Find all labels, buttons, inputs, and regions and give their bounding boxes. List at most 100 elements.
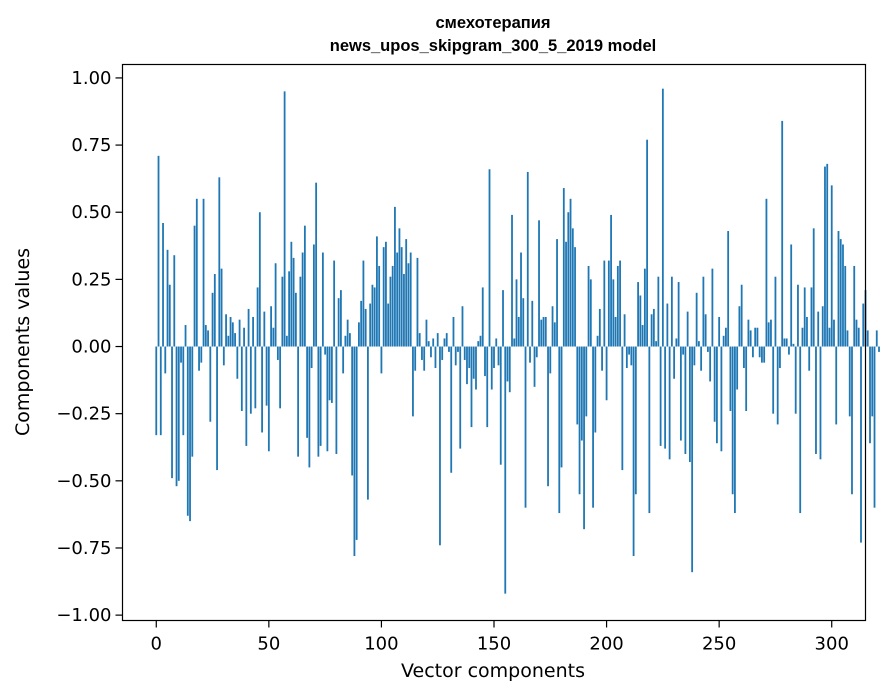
bar — [583, 346, 585, 530]
bar — [175, 346, 178, 487]
plot-frame — [121, 63, 867, 622]
bar — [619, 260, 621, 347]
bar — [195, 198, 198, 347]
bar — [454, 346, 457, 366]
bar — [797, 284, 799, 347]
bar — [378, 265, 381, 347]
bar — [657, 276, 660, 347]
bar — [830, 185, 833, 347]
bar — [382, 247, 385, 347]
bar — [157, 155, 160, 347]
bar — [565, 241, 567, 347]
bar — [799, 346, 802, 514]
bar — [283, 91, 286, 347]
bar — [720, 346, 723, 452]
x-tick-label: 250 — [702, 634, 736, 655]
x-tick-label: 150 — [477, 634, 511, 655]
bar — [466, 346, 468, 385]
bar — [736, 346, 739, 390]
bar — [333, 260, 336, 347]
bar — [207, 330, 209, 347]
bar — [301, 252, 304, 347]
bar — [321, 252, 324, 347]
y-tick-label: −1.00 — [56, 605, 111, 626]
bar — [168, 284, 171, 347]
bar — [855, 319, 858, 347]
bar — [358, 322, 360, 347]
bar — [592, 346, 594, 508]
bar — [328, 346, 331, 401]
bar — [184, 325, 187, 347]
bar — [191, 346, 194, 457]
bar — [409, 252, 412, 347]
bar — [499, 346, 502, 465]
bar — [713, 346, 716, 422]
bar — [835, 346, 838, 425]
bar — [351, 346, 354, 476]
bar — [504, 346, 507, 594]
x-tick-label: 300 — [815, 634, 849, 655]
x-tick-label: 50 — [257, 634, 280, 655]
bar — [553, 322, 556, 347]
bar — [601, 346, 603, 371]
bar — [857, 327, 860, 347]
bar — [560, 346, 563, 468]
bar — [655, 341, 658, 347]
bar — [443, 338, 446, 347]
bar — [254, 346, 257, 409]
bar — [574, 247, 576, 347]
bar — [353, 346, 356, 557]
bar — [833, 319, 835, 347]
bar — [256, 287, 259, 347]
bar — [326, 346, 329, 452]
bar — [457, 346, 459, 352]
bar — [801, 327, 804, 347]
bar — [234, 333, 236, 347]
bar — [389, 276, 392, 347]
bar — [272, 327, 275, 347]
bar — [213, 274, 216, 347]
bar — [851, 346, 853, 495]
bar — [421, 346, 423, 360]
bar — [533, 346, 536, 387]
bar — [774, 276, 777, 347]
bar — [812, 228, 815, 347]
bar — [716, 346, 718, 444]
bar — [664, 346, 667, 449]
bar — [776, 346, 779, 425]
bar — [414, 346, 417, 371]
bar — [164, 346, 167, 374]
bar — [312, 244, 315, 347]
bar — [285, 335, 288, 347]
bar — [445, 333, 448, 347]
bar — [470, 346, 473, 428]
bar — [231, 322, 234, 347]
bar — [815, 346, 817, 454]
bar — [513, 338, 516, 347]
bar — [394, 206, 396, 347]
bar — [376, 236, 378, 347]
bar — [526, 171, 529, 347]
bar — [758, 346, 761, 358]
bar — [308, 346, 311, 468]
bar — [817, 311, 820, 347]
bar — [346, 319, 349, 347]
bar — [542, 316, 545, 347]
bar — [668, 346, 671, 460]
bar — [819, 346, 822, 460]
bar — [330, 346, 333, 403]
bar — [265, 346, 268, 406]
bar — [249, 346, 252, 414]
bar — [634, 346, 637, 495]
bar — [216, 346, 218, 471]
bar — [380, 346, 383, 374]
bar — [544, 316, 547, 347]
bar — [515, 279, 518, 347]
bar — [729, 346, 732, 411]
bar — [200, 346, 203, 363]
bar — [281, 276, 284, 347]
bar — [873, 346, 876, 508]
bar — [594, 346, 597, 433]
bar — [848, 346, 851, 417]
bar — [342, 346, 345, 374]
